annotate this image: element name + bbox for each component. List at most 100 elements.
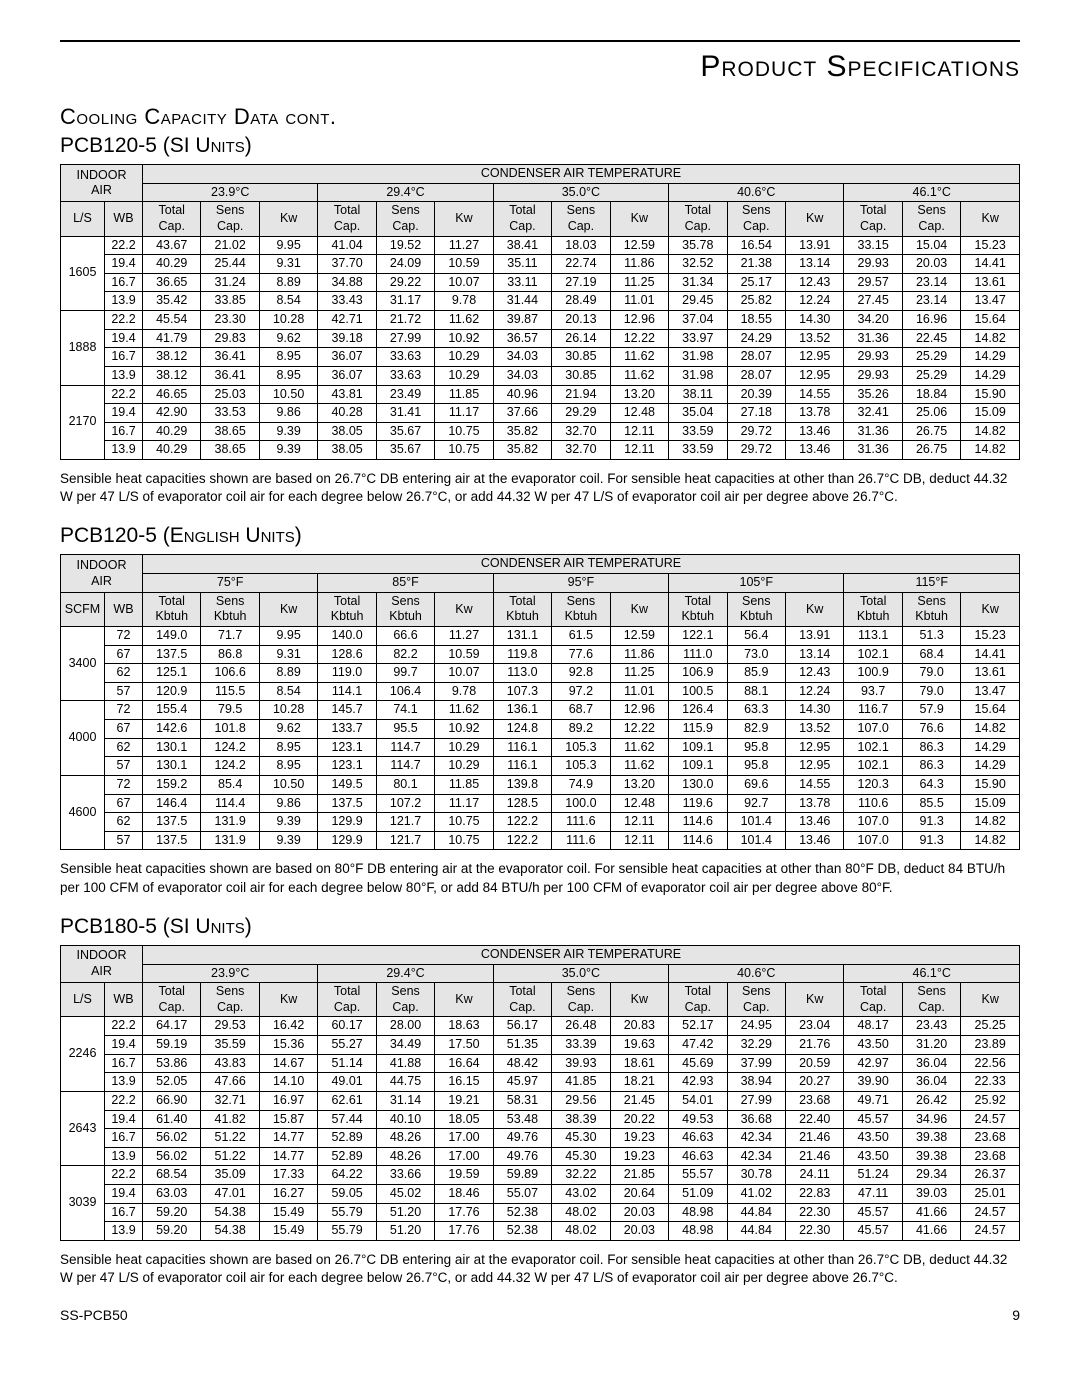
data-cell: 47.01 [201, 1185, 259, 1204]
table-note: Sensible heat capacities shown are based… [60, 1251, 1020, 1287]
data-cell: 18.55 [727, 311, 785, 330]
data-cell: 14.29 [961, 738, 1020, 757]
data-cell: 15.09 [961, 404, 1020, 423]
data-cell: 123.1 [318, 738, 376, 757]
sub-header: TotalCap. [844, 202, 902, 236]
data-cell: 28.00 [376, 1017, 434, 1036]
data-cell: 155.4 [143, 701, 201, 720]
units-label: (SI Units) [163, 915, 252, 938]
sub-header: TotalKbtuh [669, 592, 727, 626]
data-cell: 14.41 [961, 645, 1020, 664]
data-cell: 51.3 [902, 626, 960, 645]
data-cell: 145.7 [318, 701, 376, 720]
data-cell: 114.1 [318, 682, 376, 701]
data-cell: 17.00 [435, 1147, 493, 1166]
sub-header: SensCap. [201, 202, 259, 236]
sub-header: TotalKbtuh [493, 592, 551, 626]
data-cell: 14.77 [259, 1129, 317, 1148]
flow-cell: 2643 [61, 1091, 105, 1166]
data-cell: 33.97 [669, 329, 727, 348]
data-cell: 9.62 [259, 720, 317, 739]
data-cell: 9.86 [259, 794, 317, 813]
data-cell: 36.41 [201, 348, 259, 367]
data-cell: 33.39 [552, 1036, 610, 1055]
data-cell: 11.17 [435, 794, 493, 813]
sub-header: Kw [259, 202, 317, 236]
data-cell: 56.4 [727, 626, 785, 645]
data-cell: 77.6 [552, 645, 610, 664]
data-cell: 33.85 [201, 292, 259, 311]
data-cell: 131.1 [493, 626, 551, 645]
data-cell: 31.36 [844, 441, 902, 460]
data-cell: 15.64 [961, 311, 1020, 330]
data-cell: 35.67 [376, 441, 434, 460]
data-cell: 137.5 [143, 645, 201, 664]
data-cell: 33.11 [493, 273, 551, 292]
data-cell: 13.9 [105, 1073, 143, 1092]
data-cell: 12.11 [610, 813, 668, 832]
data-cell: 27.19 [552, 273, 610, 292]
data-cell: 10.92 [435, 329, 493, 348]
data-cell: 55.79 [318, 1222, 376, 1241]
data-cell: 59.20 [143, 1203, 201, 1222]
data-cell: 14.29 [961, 348, 1020, 367]
table-block: PCB180-5 (SI Units)INDOORAIRCONDENSER AI… [60, 915, 1020, 1287]
data-cell: 21.76 [785, 1036, 843, 1055]
data-cell: 11.85 [435, 775, 493, 794]
data-cell: 17.00 [435, 1129, 493, 1148]
data-cell: 45.02 [376, 1185, 434, 1204]
data-cell: 86.3 [902, 757, 960, 776]
data-cell: 23.30 [201, 311, 259, 330]
data-cell: 45.57 [844, 1203, 902, 1222]
data-cell: 29.72 [727, 422, 785, 441]
data-cell: 13.9 [105, 292, 143, 311]
data-cell: 114.4 [201, 794, 259, 813]
data-cell: 82.9 [727, 720, 785, 739]
data-cell: 14.67 [259, 1054, 317, 1073]
data-cell: 31.17 [376, 292, 434, 311]
data-cell: 38.11 [669, 385, 727, 404]
data-cell: 9.39 [259, 813, 317, 832]
data-cell: 8.54 [259, 292, 317, 311]
data-cell: 8.54 [259, 682, 317, 701]
data-cell: 18.61 [610, 1054, 668, 1073]
data-cell: 18.84 [902, 385, 960, 404]
data-cell: 102.1 [844, 645, 902, 664]
data-cell: 21.02 [201, 236, 259, 255]
data-cell: 8.89 [259, 664, 317, 683]
data-cell: 36.41 [201, 366, 259, 385]
data-cell: 139.8 [493, 775, 551, 794]
table-row: 264322.266.9032.7116.9762.6131.1419.2158… [61, 1091, 1020, 1110]
data-cell: 105.3 [552, 738, 610, 757]
data-cell: 19.59 [435, 1166, 493, 1185]
table-row: 19.441.7929.839.6239.1827.9910.9236.5726… [61, 329, 1020, 348]
data-cell: 59.19 [143, 1036, 201, 1055]
data-cell: 51.09 [669, 1185, 727, 1204]
data-cell: 21.46 [785, 1147, 843, 1166]
data-cell: 44.84 [727, 1203, 785, 1222]
data-cell: 16.96 [902, 311, 960, 330]
sub-header: Kw [961, 202, 1020, 236]
data-cell: 11.62 [610, 366, 668, 385]
table-row: 16.738.1236.418.9536.0733.6310.2934.0330… [61, 348, 1020, 367]
temp-header: 46.1°C [844, 964, 1020, 983]
data-cell: 29.22 [376, 273, 434, 292]
data-cell: 44.75 [376, 1073, 434, 1092]
temp-header: 35.0°C [493, 964, 668, 983]
table-block: PCB120-5 (English Units)INDOORAIRCONDENS… [60, 524, 1020, 896]
data-cell: 11.01 [610, 292, 668, 311]
data-cell: 130.0 [669, 775, 727, 794]
temp-header: 75°F [143, 574, 318, 593]
data-cell: 51.24 [844, 1166, 902, 1185]
data-cell: 40.96 [493, 385, 551, 404]
data-cell: 21.85 [610, 1166, 668, 1185]
data-cell: 111.0 [669, 645, 727, 664]
sub-header: TotalCap. [143, 202, 201, 236]
data-cell: 11.27 [435, 236, 493, 255]
data-cell: 126.4 [669, 701, 727, 720]
data-cell: 24.95 [727, 1017, 785, 1036]
data-cell: 11.62 [610, 738, 668, 757]
sub-header: SensCap. [902, 202, 960, 236]
data-cell: 28.49 [552, 292, 610, 311]
data-cell: 34.49 [376, 1036, 434, 1055]
